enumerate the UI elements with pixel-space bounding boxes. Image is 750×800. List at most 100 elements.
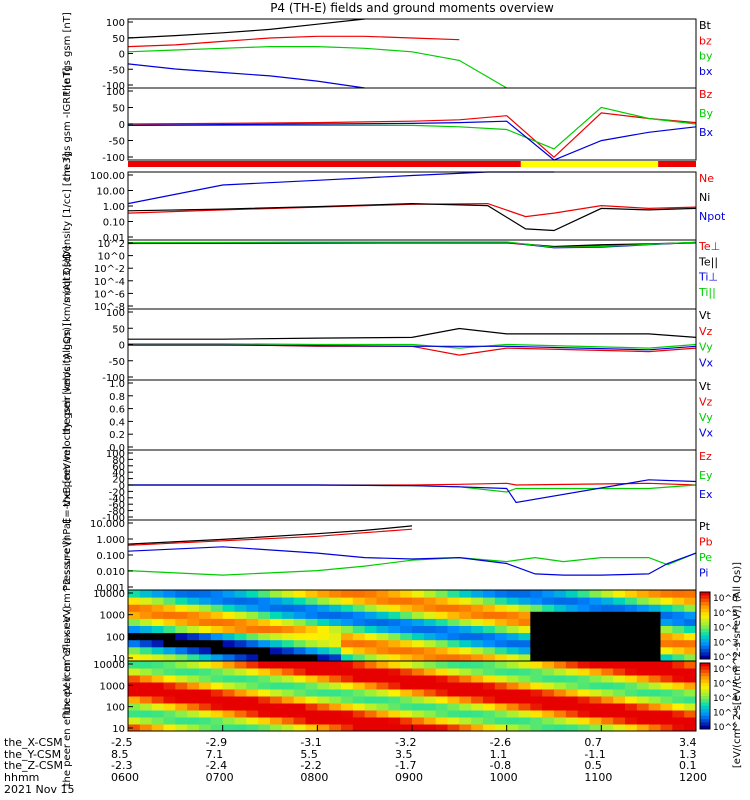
- ephem-value: -2.5: [111, 736, 133, 749]
- ytick-label-6-8: -60: [109, 500, 125, 511]
- heatmap-cell-8-21-6: [376, 611, 389, 619]
- heatmap-cell-8-22-4: [388, 625, 401, 634]
- heatmap-cell-9-28-5: [459, 689, 472, 697]
- heatmap-cell-8-17-0: [329, 653, 342, 662]
- heatmap-cell-8-22-2: [388, 639, 401, 648]
- heatmap-cell-9-5-5: [187, 689, 200, 697]
- heatmap-cell-8-37-4: [565, 625, 579, 634]
- heatmap-cell-9-35-0: [542, 724, 555, 732]
- heatmap-cell-8-30-5: [483, 618, 496, 626]
- heatmap-cell-9-22-3: [388, 703, 401, 711]
- heatmap-cell-9-44-2: [648, 710, 661, 718]
- heatmap-cell-8-12-1: [270, 646, 283, 655]
- colorbar-cell-0-18: [700, 652, 710, 657]
- heatmap-cell-8-42-2: [625, 639, 638, 648]
- heatmap-cell-8-46-4: [672, 625, 685, 634]
- heatmap-cell-9-35-9: [542, 661, 555, 669]
- colorbar-cell-0-11: [700, 628, 710, 633]
- colorbar-cell-1-5: [700, 679, 710, 684]
- heatmap-cell-8-45-8: [660, 597, 673, 605]
- heatmap-cell-8-0-4: [128, 625, 141, 634]
- heatmap-cell-9-11-7: [258, 675, 271, 683]
- heatmap-cell-8-0-9: [128, 590, 141, 598]
- series-line-4-3: [128, 344, 697, 351]
- heatmap-cell-9-9-1: [234, 717, 247, 725]
- heatmap-cell-8-23-4: [400, 625, 413, 634]
- heatmap-cell-8-7-8: [210, 597, 224, 605]
- heatmap-cell-8-25-2: [423, 639, 437, 648]
- colorbar-cell-1-2: [700, 669, 710, 674]
- heatmap-cell-8-25-8: [423, 597, 437, 605]
- heatmap-cell-9-1-0: [139, 724, 153, 732]
- heatmap-cell-8-14-9: [293, 590, 306, 598]
- heatmap-cell-8-34-7: [530, 604, 543, 612]
- heatmap-cell-9-46-5: [672, 689, 685, 697]
- heatmap-cell-8-42-3: [625, 632, 638, 641]
- heatmap-cell-9-38-4: [577, 696, 590, 704]
- heatmap-cell-9-37-3: [565, 703, 579, 711]
- heatmap-cell-8-13-3: [281, 632, 295, 641]
- heatmap-cell-8-26-7: [435, 604, 448, 612]
- ytick-label-3-1: 10^0: [98, 252, 125, 263]
- ephem-value: 0.7: [584, 736, 602, 749]
- heatmap-cell-8-13-5: [281, 618, 295, 626]
- colorbar-cell-1-19: [700, 725, 710, 730]
- legend-2-0: Ne: [699, 172, 714, 185]
- heatmap-cell-8-31-2: [494, 639, 508, 648]
- heatmap-cell-9-45-4: [660, 696, 673, 704]
- ephem-value: -1.7: [395, 759, 417, 772]
- ylabel-6: E=-VxB [mV/m]: [62, 446, 73, 524]
- heatmap-cell-9-17-4: [329, 696, 342, 704]
- heatmap-cell-8-8-4: [222, 625, 235, 634]
- heatmap-cell-8-21-9: [376, 590, 389, 598]
- heatmap-cell-9-38-1: [577, 717, 590, 725]
- heatmap-cell-9-30-8: [483, 668, 496, 676]
- heatmap-cell-8-7-0: [210, 653, 224, 662]
- heatmap-cell-9-8-4: [222, 696, 235, 704]
- heatmap-cell-8-7-2: [210, 639, 224, 648]
- heatmap-cell-9-34-3: [530, 703, 543, 711]
- heatmap-cell-8-36-2: [554, 639, 567, 648]
- heatmap-cell-9-24-0: [412, 724, 425, 732]
- heatmap-cell-9-21-0: [376, 724, 389, 732]
- heatmap-cell-8-19-3: [352, 632, 366, 641]
- heatmap-cell-9-39-9: [589, 661, 602, 669]
- heatmap-cell-9-24-3: [412, 703, 425, 711]
- heatmap-cell-9-47-9: [684, 661, 697, 669]
- heatmap-cell-8-4-8: [175, 597, 188, 605]
- heatmap-cell-9-17-8: [329, 668, 342, 676]
- heatmap-cell-9-25-5: [423, 689, 437, 697]
- heatmap-cell-9-17-1: [329, 717, 342, 725]
- series-line-7-3: [127, 546, 697, 576]
- ephem-value: -2.9: [205, 736, 228, 749]
- heatmap-cell-8-47-3: [684, 632, 697, 641]
- ytick-label-2-3: 0.10: [103, 218, 125, 229]
- ylabel-0: the fgs gsm [nT]: [62, 12, 73, 95]
- heatmap-cell-9-41-7: [613, 675, 626, 683]
- heatmap-cell-9-32-7: [506, 675, 519, 683]
- heatmap-cell-8-2-7: [151, 604, 164, 612]
- heatmap-cell-8-45-4: [660, 625, 673, 634]
- colorbar-cell-0-14: [700, 638, 710, 643]
- ephem-value: 8.5: [111, 747, 129, 761]
- heatmap-cell-8-18-9: [341, 590, 354, 598]
- heatmap-cell-8-23-7: [400, 604, 413, 612]
- colorbar-tick-0-2: 10^4: [713, 624, 738, 634]
- heatmap-cell-9-19-5: [352, 689, 366, 697]
- heatmap-cell-9-41-6: [613, 682, 626, 690]
- heatmap-cell-8-46-6: [672, 611, 685, 619]
- legend-0-1: bz: [699, 34, 712, 47]
- heatmap-cell-9-22-9: [388, 661, 401, 669]
- heatmap-cell-8-30-4: [483, 625, 496, 634]
- heatmap-cell-9-3-0: [163, 724, 176, 732]
- heatmap-cell-9-38-8: [577, 668, 590, 676]
- heatmap-cell-8-6-6: [199, 611, 212, 619]
- heatmap-cell-8-47-6: [684, 611, 697, 619]
- heatmap-cell-8-9-5: [234, 618, 247, 626]
- series-line-7-0: [127, 525, 413, 545]
- heatmap-cell-9-20-2: [364, 710, 377, 718]
- heatmap-cell-8-29-9: [471, 590, 484, 598]
- legend-7-2: Pe: [699, 551, 712, 564]
- series-line-0-2: [127, 45, 508, 89]
